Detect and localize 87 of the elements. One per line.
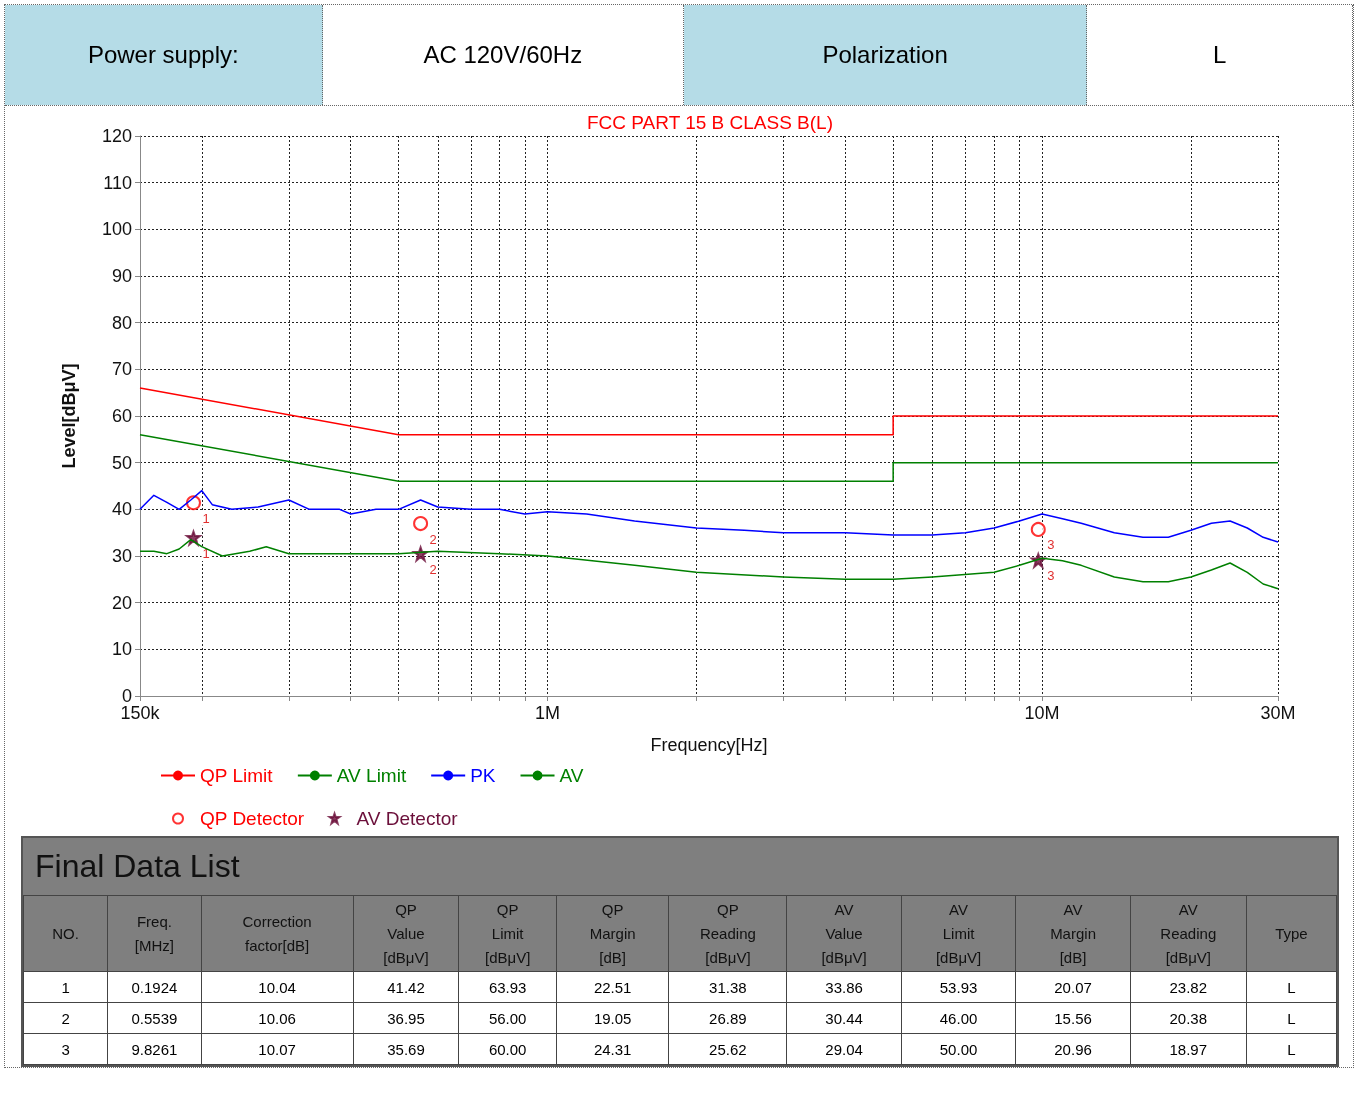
annotation: 3 bbox=[1047, 568, 1055, 584]
text: 30.44 bbox=[825, 1009, 863, 1027]
text: 41.42 bbox=[387, 978, 425, 996]
legend-label: QP Limit bbox=[200, 765, 274, 786]
legend-label: PK bbox=[470, 765, 496, 786]
category-label: AV Margin [dB] bbox=[1015, 895, 1131, 972]
category-label: QP Margin [dB] bbox=[556, 895, 669, 972]
y-tick-label: 120 bbox=[101, 126, 132, 146]
text: 3 bbox=[61, 1040, 70, 1058]
text: AC 120V/60Hz bbox=[423, 41, 583, 68]
y-tick-label: 40 bbox=[111, 499, 132, 520]
text: 10.04 bbox=[258, 978, 296, 996]
text: 25.62 bbox=[709, 1040, 747, 1058]
text: 26.89 bbox=[709, 1009, 747, 1027]
text: 36.95 bbox=[387, 1009, 425, 1027]
y-axis-title: Level[dBμV] bbox=[59, 363, 79, 469]
annotation: 3 bbox=[1047, 537, 1055, 553]
y-tick-label: 0 bbox=[121, 686, 132, 706]
text: 46.00 bbox=[939, 1009, 978, 1027]
text: 56.00 bbox=[488, 1009, 527, 1027]
text: 0.5539 bbox=[131, 1009, 178, 1027]
text: 53.93 bbox=[939, 978, 978, 996]
annotation: 1 bbox=[202, 510, 210, 526]
category-label: NO. bbox=[23, 895, 108, 972]
text: L bbox=[1287, 1040, 1296, 1058]
x-tick-label: 1M bbox=[534, 703, 560, 723]
y-tick-label: 100 bbox=[101, 219, 132, 240]
annotation: 2 bbox=[429, 561, 437, 577]
y-tick-label: 20 bbox=[111, 592, 132, 613]
legend-label: AV bbox=[559, 765, 584, 786]
category-label: QP Limit [dBμV] bbox=[458, 895, 557, 972]
text: 63.93 bbox=[488, 978, 527, 996]
category-label: AV Reading [dBμV] bbox=[1130, 895, 1247, 972]
text: 20.07 bbox=[1054, 978, 1092, 996]
text: 9.8261 bbox=[131, 1040, 178, 1058]
text: 50.00 bbox=[939, 1040, 978, 1058]
text: L bbox=[1287, 1009, 1296, 1027]
text: 24.31 bbox=[593, 1040, 632, 1058]
text: 20.96 bbox=[1054, 1040, 1092, 1058]
y-tick-label: 110 bbox=[103, 172, 132, 193]
y-tick-label: 90 bbox=[111, 266, 132, 286]
point bbox=[1030, 521, 1046, 537]
text: 60.00 bbox=[488, 1040, 527, 1058]
text: 29.04 bbox=[825, 1040, 863, 1058]
text: 10.06 bbox=[258, 1009, 296, 1027]
category-label: QP Value [dBμV] bbox=[353, 895, 459, 972]
text: 10.07 bbox=[258, 1040, 296, 1058]
text: Final Data List bbox=[23, 838, 1337, 895]
text: 19.05 bbox=[593, 1009, 632, 1027]
point bbox=[184, 528, 203, 548]
x-axis-title: Frequency[Hz] bbox=[650, 735, 768, 755]
legend-label: QP Detector bbox=[200, 808, 305, 829]
text: 23.82 bbox=[1169, 978, 1208, 996]
text: L bbox=[1287, 978, 1296, 996]
category-label: QP Reading [dBμV] bbox=[668, 895, 787, 972]
category-label: AV Value [dBμV] bbox=[786, 895, 902, 972]
category-label: Type bbox=[1246, 895, 1337, 972]
x-tick-label: 30M bbox=[1260, 703, 1296, 723]
x-tick-label: 150k bbox=[120, 703, 161, 723]
x-tick-label: 10M bbox=[1024, 703, 1060, 723]
chart-title: FCC PART 15 B CLASS B(L) bbox=[586, 112, 834, 133]
y-tick-label: 10 bbox=[111, 639, 132, 660]
y-tick-label: 60 bbox=[111, 406, 132, 426]
legend-label: AV Detector bbox=[356, 808, 459, 829]
text: Power supply: bbox=[87, 41, 239, 68]
text: 22.51 bbox=[593, 978, 632, 996]
text: 15.56 bbox=[1054, 1009, 1092, 1027]
category-label: Correction factor[dB] bbox=[201, 895, 354, 972]
text: Polarization bbox=[822, 41, 948, 68]
text: 2 bbox=[61, 1009, 70, 1027]
y-tick-label: 30 bbox=[111, 546, 132, 566]
text: 33.86 bbox=[825, 978, 863, 996]
text: 35.69 bbox=[387, 1040, 425, 1058]
y-tick-label: 70 bbox=[111, 359, 132, 380]
category-label: Freq. [MHz] bbox=[107, 895, 202, 972]
annotation: 2 bbox=[429, 531, 437, 547]
category-label: AV Limit [dBμV] bbox=[901, 895, 1016, 972]
annotation: 1 bbox=[202, 545, 210, 561]
text: 18.97 bbox=[1169, 1040, 1208, 1058]
text: 20.38 bbox=[1169, 1009, 1208, 1027]
text: 31.38 bbox=[709, 978, 747, 996]
legend-label: AV Limit bbox=[336, 765, 407, 786]
text: 1 bbox=[61, 978, 70, 996]
text: 0.1924 bbox=[131, 978, 178, 996]
y-tick-label: 50 bbox=[111, 452, 132, 473]
text: L bbox=[1212, 41, 1227, 68]
y-tick-label: 80 bbox=[111, 312, 132, 333]
